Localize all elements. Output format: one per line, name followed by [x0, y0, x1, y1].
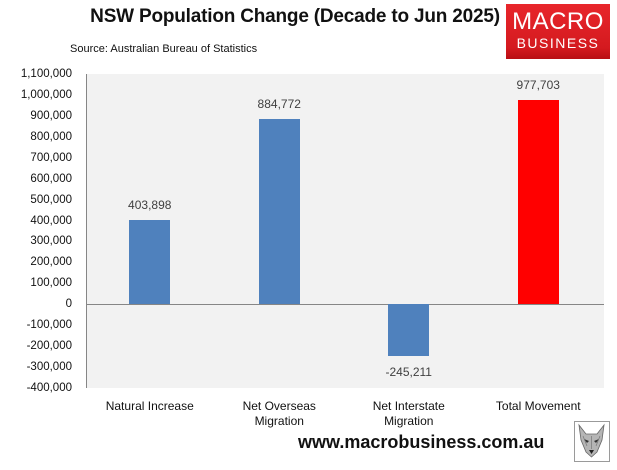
- x-tick-label: Total Movement: [478, 399, 598, 414]
- data-label: 977,703: [516, 77, 560, 92]
- y-tick-label: -200,000: [26, 340, 72, 353]
- bar-net-interstate-migration: [388, 304, 430, 356]
- y-tick-label: 800,000: [30, 130, 72, 143]
- chart-title: NSW Population Change (Decade to Jun 202…: [90, 6, 500, 27]
- x-tick-label-line: Migration: [384, 414, 434, 428]
- y-tick-label: -400,000: [26, 382, 72, 394]
- x-tick-label-line: Migration: [254, 414, 304, 428]
- y-tick-label: 200,000: [30, 256, 72, 269]
- y-tick-label: 600,000: [30, 172, 72, 185]
- zero-baseline: [86, 304, 604, 305]
- x-tick-label-line: Net Interstate: [372, 399, 445, 413]
- bar-natural-increase: [129, 219, 171, 305]
- y-tick-label: -300,000: [26, 361, 72, 374]
- x-tick-label-line: Net Overseas: [242, 399, 316, 413]
- x-tick-label: Net Interstate Migration: [349, 399, 469, 429]
- plot-area: [86, 74, 604, 388]
- x-tick-label: Net Overseas Migration: [219, 399, 339, 429]
- website-url: www.macrobusiness.com.au: [298, 432, 545, 452]
- logo-line-2: BUSINESS: [516, 35, 600, 51]
- bar-total-movement: [517, 99, 559, 305]
- y-tick-label: 1,000,000: [20, 88, 72, 101]
- x-tick-label-line: Natural Increase: [105, 399, 194, 413]
- y-tick-label: 900,000: [30, 109, 72, 122]
- y-tick-label: 300,000: [30, 235, 72, 248]
- y-tick-label: 0: [65, 298, 72, 311]
- y-tick-label: -100,000: [26, 319, 72, 332]
- x-tick-label-line: Total Movement: [495, 399, 581, 413]
- logo-line-1: MACRO: [512, 8, 604, 35]
- wolf-icon: [574, 421, 610, 462]
- macrobusiness-logo: MACRO BUSINESS: [506, 4, 610, 59]
- y-tick-label: 700,000: [30, 151, 72, 164]
- y-tick-label: 1,100,000: [20, 68, 72, 80]
- y-tick-label: 400,000: [30, 214, 72, 227]
- data-label: 884,772: [257, 97, 301, 112]
- data-label: -245,211: [385, 364, 432, 379]
- y-tick-label: 100,000: [30, 277, 72, 290]
- x-tick-label: Natural Increase: [90, 399, 210, 414]
- data-label: 403,898: [128, 197, 172, 212]
- y-axis-line: [86, 74, 87, 388]
- y-tick-label: 500,000: [30, 193, 72, 206]
- chart-source: Source: Australian Bureau of Statistics: [70, 43, 258, 55]
- bar-net-overseas-migration: [258, 119, 300, 305]
